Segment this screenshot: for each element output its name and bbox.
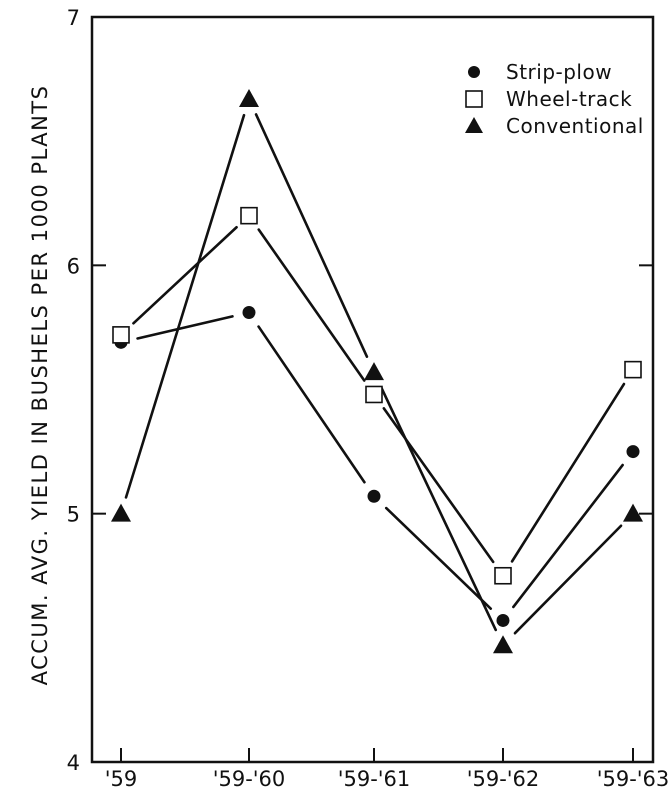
strip-plow-point-3 <box>496 613 510 627</box>
strip-plow-point-4 <box>626 445 640 459</box>
conventional-point-4 <box>623 503 643 522</box>
series-lines-layer <box>124 113 626 635</box>
legend-label-wheel-track: Wheel-track <box>506 87 632 111</box>
wheel-track-point-4 <box>624 360 642 379</box>
series-markers-layer <box>111 88 643 654</box>
wheel-track-point-1 <box>240 206 258 225</box>
strip-plow-segment-0 <box>136 315 234 340</box>
x-tick-label-1: '59-'60 <box>213 767 286 790</box>
strip-plow-segment-2 <box>384 506 493 610</box>
legend-label-strip-plow: Strip-plow <box>506 60 612 84</box>
conventional-point-0 <box>111 503 131 522</box>
x-tick-label-4: '59-'63 <box>597 767 670 790</box>
legend-marker-conventional <box>465 117 483 133</box>
conventional-segment-0 <box>124 113 246 499</box>
conventional-segment-2 <box>379 386 498 632</box>
y-tick-label-4: 4 <box>67 751 80 775</box>
conventional-segment-1 <box>254 113 369 358</box>
legend-marker-strip-plow <box>468 66 480 78</box>
conventional-point-2 <box>364 362 384 381</box>
strip-plow-point-2 <box>367 489 381 503</box>
x-tick-label-3: '59-'62 <box>467 767 540 790</box>
wheel-track-segment-1 <box>257 228 366 382</box>
legend: Strip-plow Wheel-track Conventional <box>465 60 644 138</box>
wheel-track-segment-3 <box>510 382 626 563</box>
y-axis-title: ACCUM. AVG. YIELD IN BUSHELS PER 1000 PL… <box>28 85 52 686</box>
ticks-layer: 4 5 6 7 '59 '59-'60 '59-'61 '59-'62 '59-'63 <box>67 6 670 790</box>
legend-marker-wheel-track <box>465 90 483 108</box>
plot-frame <box>90 15 655 764</box>
y-tick-label-5: 5 <box>67 503 80 527</box>
strip-plow-point-1 <box>242 306 256 320</box>
conventional-point-3 <box>493 635 513 654</box>
y-tick-label-7: 7 <box>67 6 80 30</box>
wheel-track-segment-2 <box>382 407 495 564</box>
wheel-track-point-2 <box>365 385 383 404</box>
y-tick-label-6: 6 <box>67 254 80 278</box>
x-tick-label-0: '59 <box>105 767 138 790</box>
strip-plow-segment-1 <box>257 325 366 484</box>
conventional-segment-3 <box>513 524 623 635</box>
strip-plow-segment-3 <box>512 463 624 609</box>
wheel-track-point-0 <box>112 326 130 344</box>
x-tick-label-2: '59-'61 <box>338 767 411 790</box>
wheel-track-point-3 <box>494 566 512 585</box>
wheel-track-segment-0 <box>132 225 238 325</box>
legend-label-conventional: Conventional <box>506 114 644 138</box>
conventional-point-1 <box>239 88 259 107</box>
